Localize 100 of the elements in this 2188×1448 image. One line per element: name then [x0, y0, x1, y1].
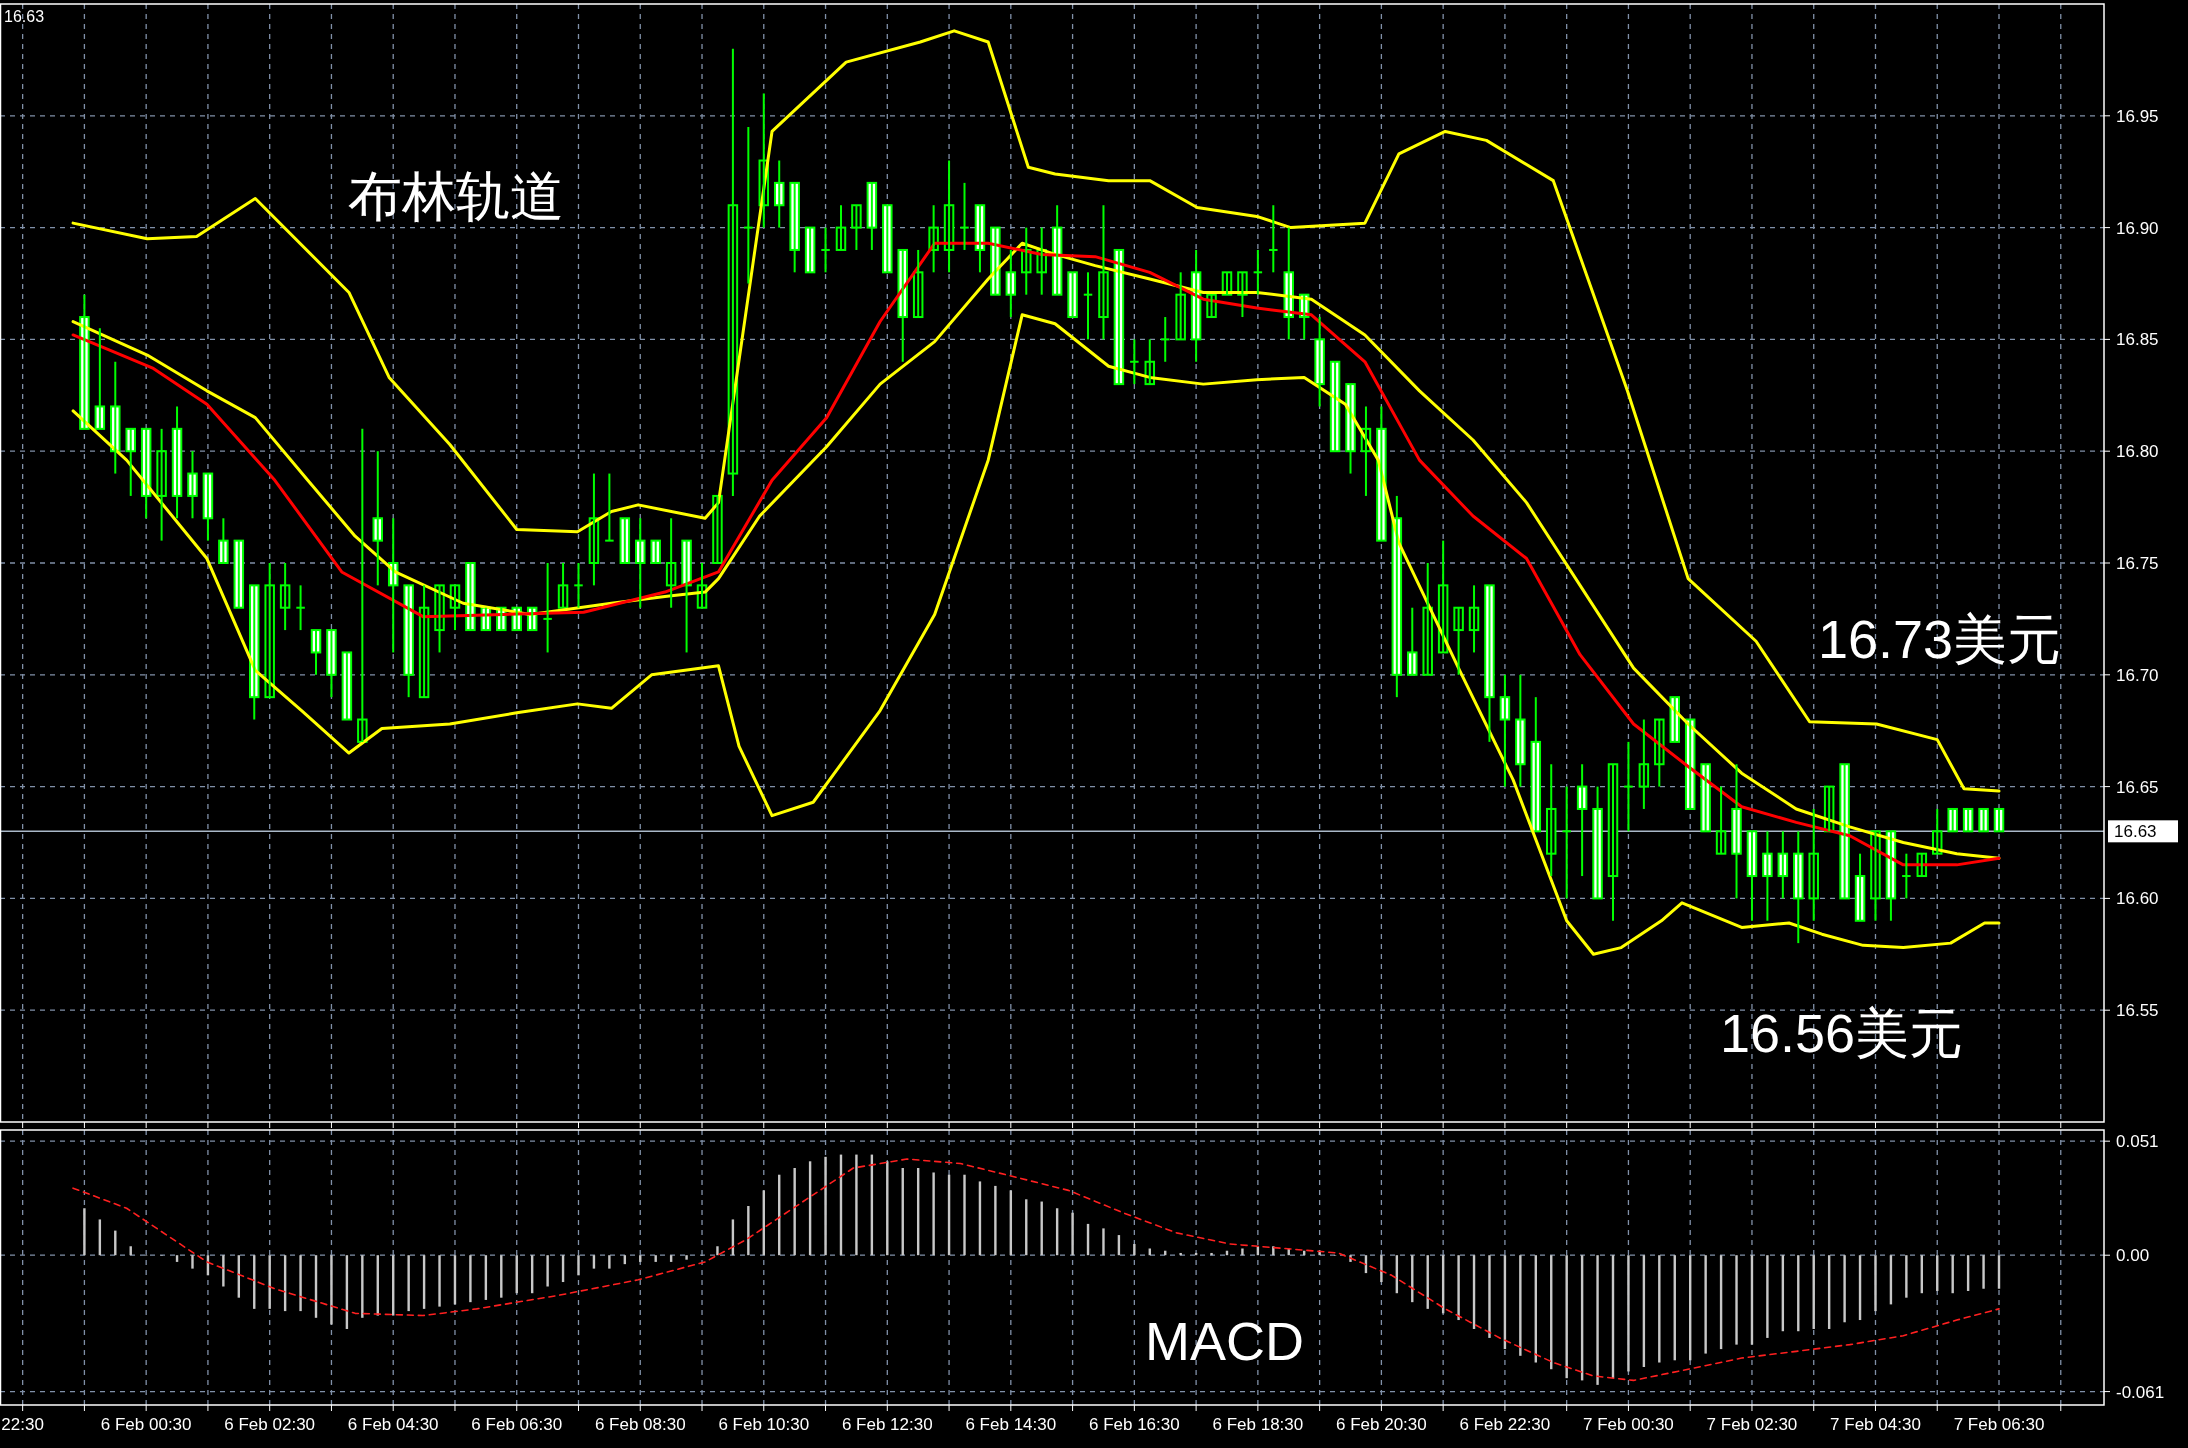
bar	[1766, 1255, 1769, 1338]
bar	[1596, 1255, 1599, 1385]
candlestick	[1993, 807, 2005, 833]
bar	[299, 1255, 302, 1312]
candlestick	[1684, 718, 1696, 810]
bar	[994, 1185, 997, 1256]
bar	[824, 1156, 827, 1256]
y-tick-label: 0.00	[2116, 1246, 2150, 1266]
bar	[1704, 1255, 1707, 1354]
x-tick-label: 6 Feb 02:30	[224, 1415, 316, 1434]
candlestick	[650, 539, 661, 564]
x-tick-label: 6 Feb 12:30	[841, 1415, 933, 1434]
annotation: MACD	[1145, 1311, 1304, 1371]
x-tick-label: 7 Feb 00:30	[1583, 1415, 1674, 1434]
y-tick-label: 16.60	[2116, 889, 2159, 909]
bar	[1380, 1255, 1383, 1283]
candlestick	[465, 562, 476, 632]
candlestick	[619, 517, 631, 564]
bar	[1133, 1244, 1136, 1256]
bar	[361, 1255, 364, 1318]
ref-line-label: 16.63	[2114, 822, 2157, 842]
bar	[793, 1168, 796, 1256]
candlestick	[1700, 763, 1711, 833]
candlestick	[1113, 248, 1125, 386]
bar	[1627, 1255, 1630, 1372]
bar	[1565, 1255, 1568, 1379]
bar	[191, 1255, 194, 1269]
candlestick	[712, 494, 723, 564]
x-tick-label: 6 Feb 00:30	[100, 1415, 192, 1434]
bar	[1071, 1212, 1074, 1256]
bar	[747, 1206, 750, 1256]
annotation: 布林轨道	[348, 166, 564, 226]
bar	[1735, 1255, 1738, 1345]
y-tick-label: -0.061	[2116, 1382, 2165, 1402]
bar	[1658, 1255, 1661, 1363]
candlestick	[1329, 360, 1341, 453]
bar	[1488, 1255, 1491, 1338]
bar	[1843, 1255, 1846, 1323]
x-tick-label: 6 Feb 16:30	[1088, 1415, 1180, 1434]
bar	[1241, 1248, 1244, 1256]
y-tick-label: 16.65	[2116, 777, 2159, 797]
bar	[855, 1154, 858, 1256]
bar	[330, 1255, 333, 1325]
bar	[1874, 1255, 1877, 1312]
candlestick	[851, 204, 862, 251]
candlestick	[804, 226, 816, 274]
bar	[932, 1172, 935, 1256]
x-tick-label: 6 Feb 10:30	[718, 1415, 810, 1434]
bar	[1951, 1255, 1954, 1294]
x-tick-label: 22:30	[1, 1415, 44, 1434]
candlestick	[1669, 696, 1680, 743]
candlestick	[1407, 606, 1418, 676]
candlestick	[1221, 271, 1233, 296]
x-tick-label: 6 Feb 22:30	[1459, 1415, 1551, 1434]
bar	[716, 1246, 719, 1256]
y-tick-label: 16.95	[2116, 106, 2159, 126]
bar	[1179, 1252, 1182, 1256]
x-tick-label: 6 Feb 18:30	[1212, 1415, 1304, 1434]
bar	[1210, 1252, 1213, 1256]
candlestick	[1839, 763, 1850, 900]
candlestick	[1978, 807, 1989, 833]
bar	[654, 1255, 657, 1262]
bar	[1457, 1255, 1460, 1321]
bar	[1519, 1255, 1522, 1356]
annotation: 16.73美元	[1818, 609, 2062, 669]
x-tick-label: 7 Feb 04:30	[1830, 1415, 1921, 1434]
bar	[963, 1174, 966, 1256]
candlestick	[233, 539, 245, 609]
bar	[685, 1255, 688, 1260]
candlestick	[1962, 807, 1974, 833]
candlestick	[604, 472, 615, 542]
bar	[546, 1255, 549, 1287]
x-tick-label: 7 Feb 06:30	[1953, 1415, 2045, 1434]
y-tick-label: 16.85	[2116, 330, 2159, 350]
y-tick-label: 16.75	[2116, 554, 2159, 573]
bar	[1982, 1255, 1985, 1289]
y-tick-label: 0.051	[2116, 1132, 2159, 1152]
y-tick-label: 16.55	[2116, 1001, 2159, 1021]
bar	[83, 1208, 86, 1256]
bar	[608, 1255, 611, 1269]
x-tick-label: 6 Feb 04:30	[347, 1415, 439, 1434]
bar	[1905, 1255, 1908, 1298]
y-tick-label: 16.90	[2116, 218, 2159, 238]
bar	[577, 1255, 580, 1276]
candlestick	[1067, 271, 1078, 319]
annotation: 16.63	[4, 8, 45, 25]
x-tick-label: 6 Feb 14:30	[965, 1415, 1057, 1434]
bar	[438, 1255, 441, 1307]
y-tick-label: 16.70	[2116, 665, 2159, 685]
x-tick-label: 6 Feb 20:30	[1336, 1415, 1427, 1434]
bar	[222, 1255, 225, 1287]
candlestick	[990, 226, 1001, 296]
bar	[469, 1255, 472, 1303]
bar	[1102, 1228, 1105, 1256]
y-tick-label: 16.80	[2116, 442, 2159, 462]
bar	[407, 1255, 410, 1312]
bar	[1272, 1246, 1275, 1256]
annotation: 16.56美元	[1720, 1003, 1964, 1063]
candlestick	[1916, 852, 1928, 878]
x-tick-label: 6 Feb 08:30	[594, 1415, 686, 1434]
